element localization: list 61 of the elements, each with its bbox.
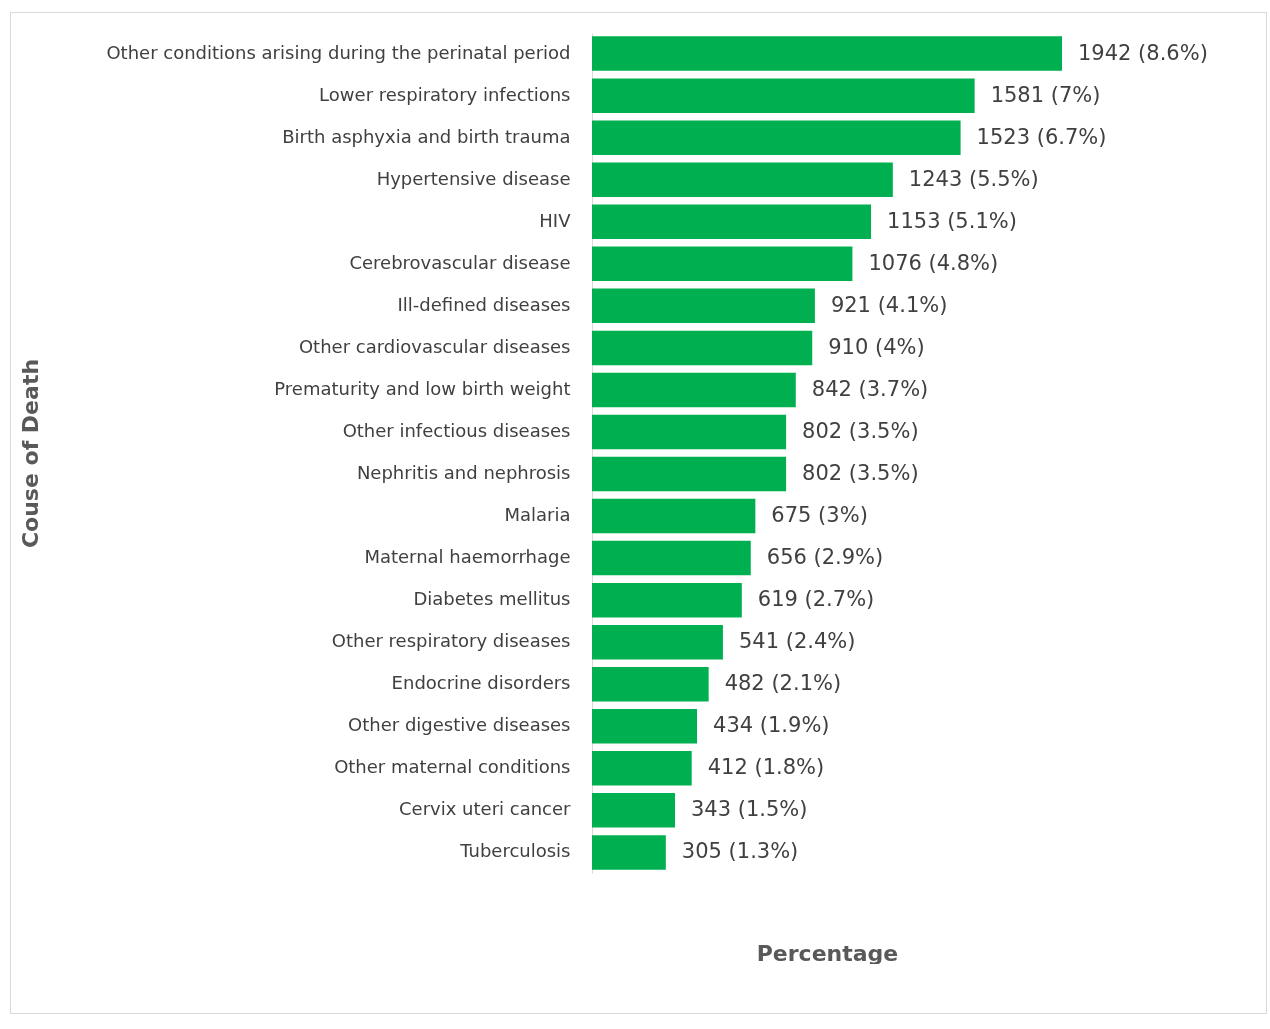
data-label: 412 (1.8%): [707, 755, 825, 780]
y-tick-label: Cervix uteri cancer: [399, 798, 572, 820]
bar: [592, 709, 698, 744]
bar: [592, 246, 853, 282]
bar: [592, 36, 1062, 71]
bar: [592, 414, 787, 450]
y-tick-label: HIV: [539, 209, 572, 231]
data-label: 434 (1.9%): [713, 713, 830, 738]
data-label: 1581 (7%): [990, 82, 1101, 107]
bar: [592, 582, 742, 618]
y-tick-label: Cerebrovascular disease: [349, 251, 571, 273]
y-tick-label: Tuberculosis: [459, 840, 571, 862]
bar: [592, 835, 666, 870]
y-tick-label: Nephritis and nephrosis: [356, 462, 571, 484]
data-label: 656 (2.9%): [766, 545, 884, 570]
data-label: 1942 (8.6%): [1078, 40, 1208, 65]
bar: [592, 624, 723, 660]
y-tick-label: Ill-defined diseases: [397, 293, 571, 315]
y-tick-label: Other digestive diseases: [348, 714, 571, 736]
data-label: 842 (3.7%): [811, 376, 929, 401]
data-label: 1076 (4.8%): [868, 250, 999, 275]
y-tick-label: Maternal haemorrhage: [364, 546, 571, 568]
y-tick-label: Lower respiratory infections: [319, 83, 571, 105]
y-tick-label: Other maternal conditions: [334, 756, 571, 778]
y-tick-label: Other infectious diseases: [342, 419, 571, 441]
bar: [592, 162, 893, 197]
bar: [592, 498, 756, 534]
data-label: 619 (2.7%): [757, 587, 875, 612]
data-label: 343 (1.5%): [691, 797, 808, 822]
bar: [592, 120, 961, 155]
bar: [592, 330, 813, 366]
bar: [592, 540, 751, 576]
data-label: 1243 (5.5%): [908, 166, 1039, 191]
y-tick-label: Endocrine disorders: [391, 672, 571, 694]
bar: [592, 666, 709, 702]
data-label: 482 (2.1%): [724, 671, 842, 696]
y-tick-label: Birth asphyxia and birth trauma: [282, 125, 571, 147]
y-tick-label: Prematurity and low birth weight: [274, 377, 571, 399]
bar: [592, 751, 692, 786]
data-label: 675 (3%): [771, 503, 868, 528]
data-label: 541 (2.4%): [738, 629, 856, 654]
data-label: 802 (3.5%): [802, 418, 919, 443]
data-label: 910 (4%): [828, 334, 925, 359]
y-tick-label: Other respiratory diseases: [331, 630, 571, 652]
data-label: 1523 (6.7%): [976, 124, 1107, 149]
bar: [592, 204, 872, 240]
y-tick-label: Hypertensive disease: [376, 167, 571, 189]
bar: [592, 793, 676, 828]
y-tick-label: Malaria: [504, 504, 571, 526]
y-axis-title: Couse of Death: [17, 358, 43, 549]
data-label: 1153 (5.1%): [887, 208, 1017, 233]
data-label: 802 (3.5%): [802, 461, 919, 486]
y-tick-label: Diabetes mellitus: [413, 588, 571, 610]
y-tick-label: Other cardiovascular diseases: [298, 335, 571, 357]
bar: [592, 78, 975, 113]
y-tick-label: Other conditions arising during the perinatal period: [106, 41, 571, 63]
bar: [592, 372, 796, 408]
data-label: 921 (4.1%): [830, 292, 948, 317]
bar: [592, 288, 815, 324]
data-label: 305 (1.3%): [681, 839, 799, 864]
bar: [592, 456, 787, 492]
